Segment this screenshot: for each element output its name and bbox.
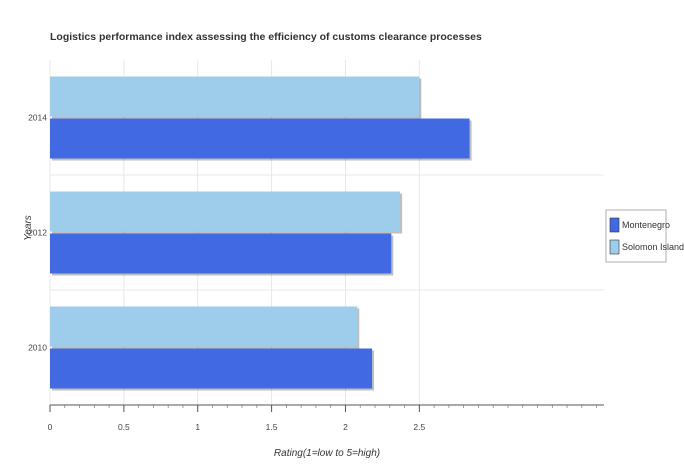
y-axis-title: Years [23, 215, 34, 241]
legend-swatch [609, 239, 620, 255]
bar-montenegro-2010 [50, 348, 373, 389]
bar-montenegro-2012 [50, 233, 392, 274]
x-tick-label: 1.5 [266, 422, 278, 432]
chart-title: Logistics performance index assessing th… [50, 31, 482, 43]
plot-area: 2014 2012 2010 0 0.5 1 1.5 2 2.5 [28, 60, 604, 432]
x-tick-label: 0.5 [118, 422, 130, 432]
x-tick-label: 2 [343, 422, 348, 432]
x-axis-title: Rating(1=low to 5=high) [274, 448, 380, 459]
legend: Montenegro Solomon Islands [605, 209, 684, 263]
x-tick-label: 2.5 [413, 422, 425, 432]
x-tick-label: 0 [48, 422, 53, 432]
x-tick-label: 1 [195, 422, 200, 432]
y-tick-label: 2012 [28, 228, 47, 238]
bar-solomon-islands-2014 [50, 76, 420, 117]
y-tick-label: 2010 [28, 343, 47, 353]
y-tick-label: 2014 [28, 113, 47, 123]
bar-solomon-islands-2010 [50, 306, 358, 347]
legend-label: Montenegro [622, 220, 670, 230]
bar-montenegro-2014 [50, 118, 470, 159]
bar-solomon-islands-2012 [50, 191, 401, 232]
legend-label: Solomon Islands [622, 242, 684, 252]
legend-swatch [609, 217, 620, 233]
